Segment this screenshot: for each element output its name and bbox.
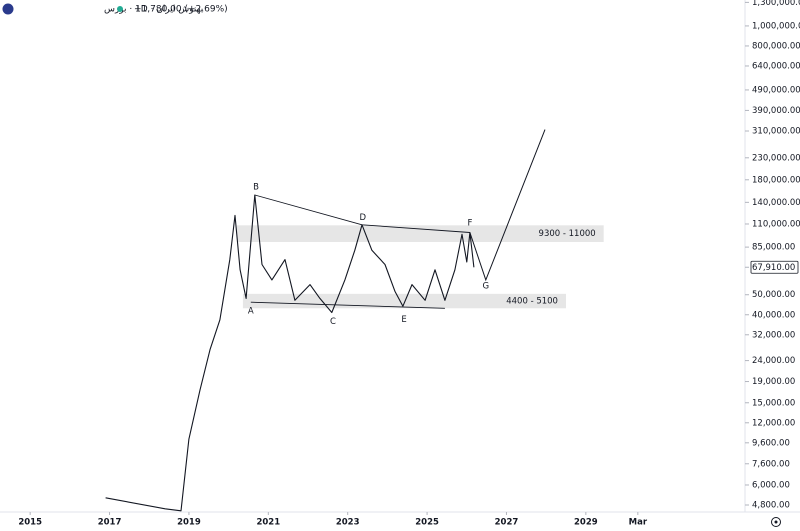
symbol-logo [2, 3, 14, 15]
y-tick-label: 9,600.00 [752, 438, 790, 448]
y-tick-label: 180,000.00 [752, 175, 800, 185]
wave-label: B [253, 183, 259, 193]
y-tick-label: 12,000.00 [752, 418, 795, 428]
x-tick-label: Mar [629, 518, 648, 528]
wave-label: G [483, 282, 490, 292]
y-tick-label: 4,800.00 [752, 501, 790, 511]
y-tick-label: 1,000,000.00 [752, 21, 800, 31]
price-zone [236, 225, 604, 242]
wave-label: F [467, 219, 472, 229]
y-tick-label: 140,000.00 [752, 198, 800, 208]
y-tick-label: 230,000.00 [752, 153, 800, 163]
x-tick-label: 2023 [336, 518, 360, 528]
y-tick-label: 85,000.00 [752, 243, 795, 253]
y-tick-label: 310,000.00 [752, 127, 800, 137]
x-tick-label: 2025 [415, 518, 439, 528]
y-tick-label: 110,000.00 [752, 219, 800, 229]
y-tick-label: 67,910.00 [752, 263, 795, 273]
y-tick-label: 6,000.00 [752, 480, 790, 490]
y-tick-label: 7,600.00 [752, 459, 790, 469]
x-tick-label: 2017 [98, 518, 122, 528]
market-status [117, 6, 123, 12]
y-tick-label: 24,000.00 [752, 356, 795, 366]
y-tick-label: 15,000.00 [752, 398, 795, 408]
x-tick-label: 2027 [495, 518, 519, 528]
last-price-box [750, 260, 799, 274]
y-tick-label: 32,000.00 [752, 330, 795, 340]
x-tick-label: 2015 [18, 518, 42, 528]
zone-label: 9300 - 11000 [539, 229, 596, 239]
x-tick-label: 2021 [256, 518, 280, 528]
x-tick-label: 2019 [177, 518, 201, 528]
y-tick-label: 19,000.00 [752, 377, 795, 387]
wave-label: D [360, 213, 367, 223]
projection-line [469, 129, 546, 282]
y-tick-label: 490,000.00 [752, 85, 800, 95]
plot-area: 9300 - 11000 4400 - 5100 A B C D E F G [105, 129, 604, 512]
y-tick-label: 50,000.00 [752, 290, 795, 300]
price-change: +1,780.00 (+2.69%) [134, 5, 228, 15]
y-tick-label: 390,000.00 [752, 106, 800, 116]
settings-icon[interactable] [771, 517, 781, 527]
wave-label: C [330, 317, 336, 327]
y-tick-label: 640,000.00 [752, 61, 800, 71]
trendline [250, 301, 445, 309]
wave-label: A [248, 307, 254, 317]
chart-title: بهنوش ایران · 1D · بورس [104, 5, 203, 15]
zone-label: 4400 - 5100 [506, 297, 558, 307]
x-tick-label: 2029 [574, 518, 598, 528]
wave-label: E [401, 315, 406, 325]
y-tick-label: 1,300,000.00 [752, 0, 800, 8]
y-tick-label: 800,000.00 [752, 41, 800, 51]
price-line [105, 194, 475, 512]
y-tick-label: 40,000.00 [752, 310, 795, 320]
